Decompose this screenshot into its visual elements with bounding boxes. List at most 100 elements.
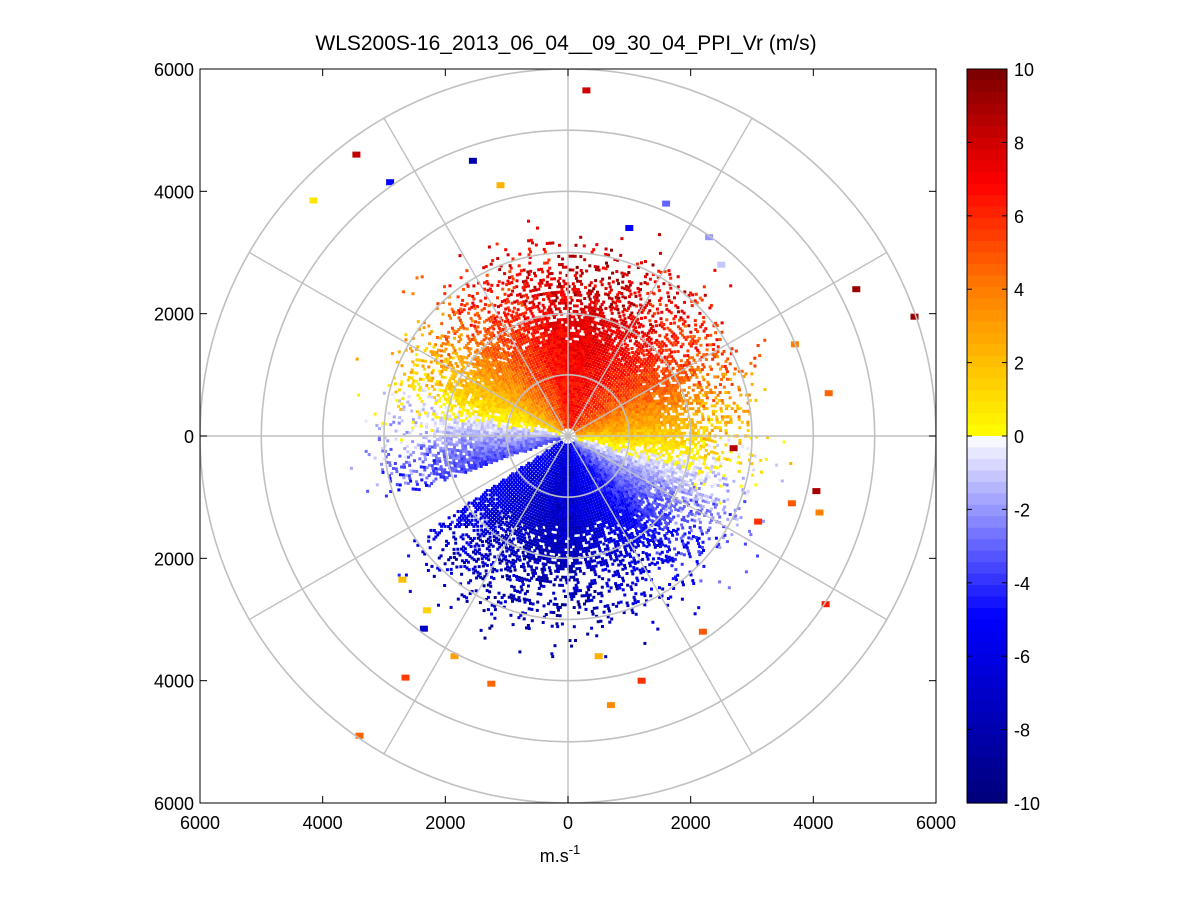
velocity-gate (489, 423, 493, 427)
velocity-gate (532, 328, 536, 332)
velocity-gate (581, 530, 585, 534)
velocity-gate (490, 491, 494, 495)
velocity-gate (541, 428, 545, 432)
velocity-gate (498, 449, 502, 453)
velocity-gate (530, 338, 534, 342)
velocity-gate (539, 477, 543, 481)
velocity-gate (552, 514, 556, 517)
velocity-gate (503, 480, 507, 484)
velocity-gate (602, 418, 606, 422)
velocity-gate (546, 339, 549, 343)
velocity-gate (494, 424, 498, 428)
velocity-gate (622, 388, 626, 392)
velocity-gate (507, 379, 511, 383)
velocity-gate (599, 468, 603, 472)
velocity-gate (578, 508, 581, 512)
velocity-gate (527, 442, 531, 446)
velocity-gate (590, 444, 594, 448)
velocity-gate (633, 523, 637, 527)
velocity-gate (488, 385, 492, 389)
velocity-gate (509, 404, 513, 408)
velocity-gate (530, 491, 534, 495)
velocity-gate (511, 501, 515, 504)
velocity-gate (477, 410, 481, 414)
velocity-gate (494, 413, 498, 417)
velocity-gate (491, 486, 494, 490)
velocity-gate (501, 449, 505, 453)
velocity-gate (500, 457, 504, 461)
velocity-gate (526, 420, 530, 424)
velocity-gate (533, 408, 537, 412)
velocity-gate (598, 402, 601, 406)
velocity-gate (584, 408, 588, 412)
velocity-gate (595, 423, 599, 427)
velocity-gate (525, 484, 529, 488)
velocity-gate (601, 416, 605, 419)
velocity-gate (625, 525, 629, 529)
velocity-gate (648, 449, 652, 453)
velocity-gate (567, 419, 571, 423)
velocity-gate (616, 504, 620, 508)
velocity-gate (603, 464, 607, 468)
velocity-gate (515, 504, 519, 508)
velocity-gate (500, 480, 504, 484)
velocity-gate (611, 472, 615, 476)
velocity-gate (515, 517, 519, 521)
velocity-gate (548, 499, 552, 502)
velocity-gate (499, 367, 503, 371)
velocity-gate (589, 374, 593, 378)
velocity-gate (559, 323, 563, 327)
velocity-gate (624, 366, 628, 370)
velocity-gate (563, 378, 567, 382)
velocity-gate (539, 455, 543, 459)
velocity-gate (517, 515, 521, 519)
velocity-gate (522, 353, 526, 357)
velocity-gate (628, 526, 632, 530)
velocity-gate (630, 522, 634, 526)
velocity-gate (534, 461, 538, 465)
velocity-gate (639, 407, 643, 411)
velocity-gate (671, 418, 674, 422)
velocity-gate (565, 375, 569, 379)
velocity-gate (530, 528, 534, 531)
velocity-gate (635, 457, 639, 461)
velocity-gate (505, 386, 509, 389)
velocity-gate (521, 468, 525, 472)
velocity-gate (575, 426, 579, 430)
velocity-gate (538, 407, 542, 410)
velocity-gate (536, 497, 540, 501)
velocity-gate (551, 435, 555, 439)
velocity-gate (567, 356, 571, 360)
velocity-gate (674, 460, 678, 464)
velocity-gate (669, 438, 673, 442)
velocity-gate (658, 394, 662, 398)
velocity-gate (496, 497, 499, 501)
velocity-gate (595, 396, 599, 400)
velocity-gate (560, 390, 564, 393)
velocity-gate (571, 398, 575, 402)
velocity-gate (595, 356, 599, 360)
velocity-gate (563, 515, 567, 519)
velocity-gate (650, 404, 654, 408)
velocity-gate (628, 466, 632, 470)
velocity-gate (624, 462, 628, 466)
velocity-gate (618, 396, 621, 399)
velocity-gate (631, 365, 635, 369)
velocity-gate (502, 444, 506, 448)
velocity-gate (629, 405, 633, 409)
velocity-gate (520, 342, 524, 346)
velocity-gate (645, 415, 649, 419)
velocity-gate (576, 464, 580, 468)
velocity-gate (660, 498, 664, 502)
velocity-gate (608, 375, 612, 379)
velocity-gate (467, 420, 471, 424)
velocity-gate (621, 350, 625, 354)
velocity-gate (637, 385, 641, 389)
velocity-gate (621, 521, 625, 525)
velocity-gate (645, 399, 649, 403)
velocity-gate (647, 472, 651, 476)
velocity-gate (499, 380, 503, 383)
velocity-gate (528, 327, 532, 331)
velocity-gate (503, 489, 507, 493)
